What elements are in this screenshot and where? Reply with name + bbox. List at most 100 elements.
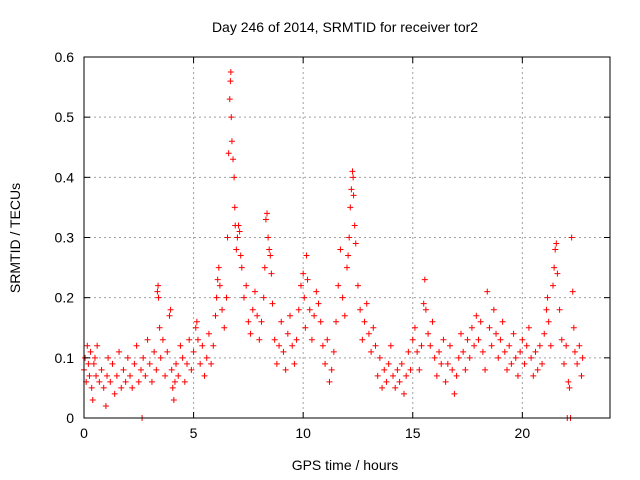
- data-point: [411, 324, 418, 331]
- data-point: [553, 240, 560, 247]
- data-point: [421, 276, 428, 283]
- data-point: [444, 360, 451, 367]
- x-axis-label: GPS time / hours: [292, 457, 399, 473]
- data-point: [171, 378, 178, 385]
- x-tick-label: 5: [190, 425, 198, 441]
- data-point: [100, 384, 107, 391]
- data-point: [503, 366, 510, 373]
- data-point: [186, 336, 193, 343]
- data-point: [403, 372, 410, 379]
- data-point: [247, 330, 254, 337]
- data-point: [212, 312, 219, 319]
- data-point: [381, 366, 388, 373]
- data-point: [525, 324, 532, 331]
- data-point: [407, 366, 414, 373]
- data-point: [260, 294, 267, 301]
- data-point: [89, 396, 96, 403]
- data-point: [179, 354, 186, 361]
- data-point: [169, 384, 176, 391]
- data-point: [554, 270, 561, 277]
- data-point: [93, 372, 100, 379]
- data-point: [131, 360, 138, 367]
- data-point: [129, 384, 136, 391]
- data-point: [438, 360, 445, 367]
- data-point: [568, 234, 575, 241]
- data-point: [530, 372, 537, 379]
- y-tick-label: 0.1: [55, 350, 75, 366]
- data-point: [517, 348, 524, 355]
- data-point: [348, 186, 355, 193]
- data-point: [262, 216, 269, 223]
- data-point: [357, 306, 364, 313]
- data-point: [293, 336, 300, 343]
- data-point: [301, 294, 308, 301]
- data-point: [235, 222, 242, 229]
- data-point: [113, 372, 120, 379]
- y-tick-label: 0.2: [55, 290, 75, 306]
- data-point: [144, 336, 151, 343]
- y-tick-label: 0.5: [55, 109, 75, 125]
- data-point: [473, 312, 480, 319]
- data-point: [543, 306, 550, 313]
- data-point: [162, 372, 169, 379]
- data-point: [215, 264, 222, 271]
- data-point: [390, 372, 397, 379]
- data-point: [227, 78, 234, 85]
- data-point: [339, 294, 346, 301]
- data-point: [303, 252, 310, 259]
- data-point: [116, 348, 123, 355]
- data-point: [532, 348, 539, 355]
- data-point: [447, 342, 454, 349]
- data-point: [159, 336, 166, 343]
- data-point: [510, 330, 517, 337]
- data-point: [258, 318, 265, 325]
- data-point: [124, 354, 131, 361]
- data-point: [84, 342, 91, 349]
- data-point: [341, 312, 348, 319]
- data-point: [120, 366, 127, 373]
- data-point: [350, 174, 357, 181]
- data-point: [544, 294, 551, 301]
- data-point: [282, 366, 289, 373]
- data-point: [122, 378, 129, 385]
- data-point: [157, 354, 164, 361]
- data-point: [551, 264, 558, 271]
- data-point: [107, 378, 114, 385]
- y-axis-label: SRMTID / TECUs: [7, 183, 23, 293]
- data-point: [385, 360, 392, 367]
- data-point: [221, 324, 228, 331]
- data-point: [273, 360, 280, 367]
- data-point: [225, 150, 232, 157]
- data-point: [405, 348, 412, 355]
- data-point: [170, 396, 177, 403]
- data-point: [249, 306, 256, 313]
- data-point: [539, 360, 546, 367]
- data-point: [91, 354, 98, 361]
- data-point: [251, 288, 258, 295]
- y-tick-label: 0.3: [55, 230, 75, 246]
- data-point: [429, 318, 436, 325]
- data-point: [300, 270, 307, 277]
- data-point: [151, 348, 158, 355]
- data-point: [104, 372, 111, 379]
- data-point: [205, 330, 212, 337]
- data-point: [545, 318, 552, 325]
- data-point: [167, 306, 174, 313]
- data-point: [245, 318, 252, 325]
- data-point: [194, 336, 201, 343]
- data-point: [534, 366, 541, 373]
- data-point: [289, 342, 296, 349]
- data-point: [335, 282, 342, 289]
- data-point: [490, 306, 497, 313]
- data-point: [155, 294, 162, 301]
- data-point: [433, 372, 440, 379]
- data-point: [394, 366, 401, 373]
- data-point: [156, 324, 163, 331]
- data-point: [188, 366, 195, 373]
- data-point: [216, 282, 223, 289]
- data-point: [383, 378, 390, 385]
- data-point: [311, 312, 318, 319]
- data-point: [552, 246, 559, 253]
- data-point: [256, 336, 263, 343]
- data-point: [365, 330, 372, 337]
